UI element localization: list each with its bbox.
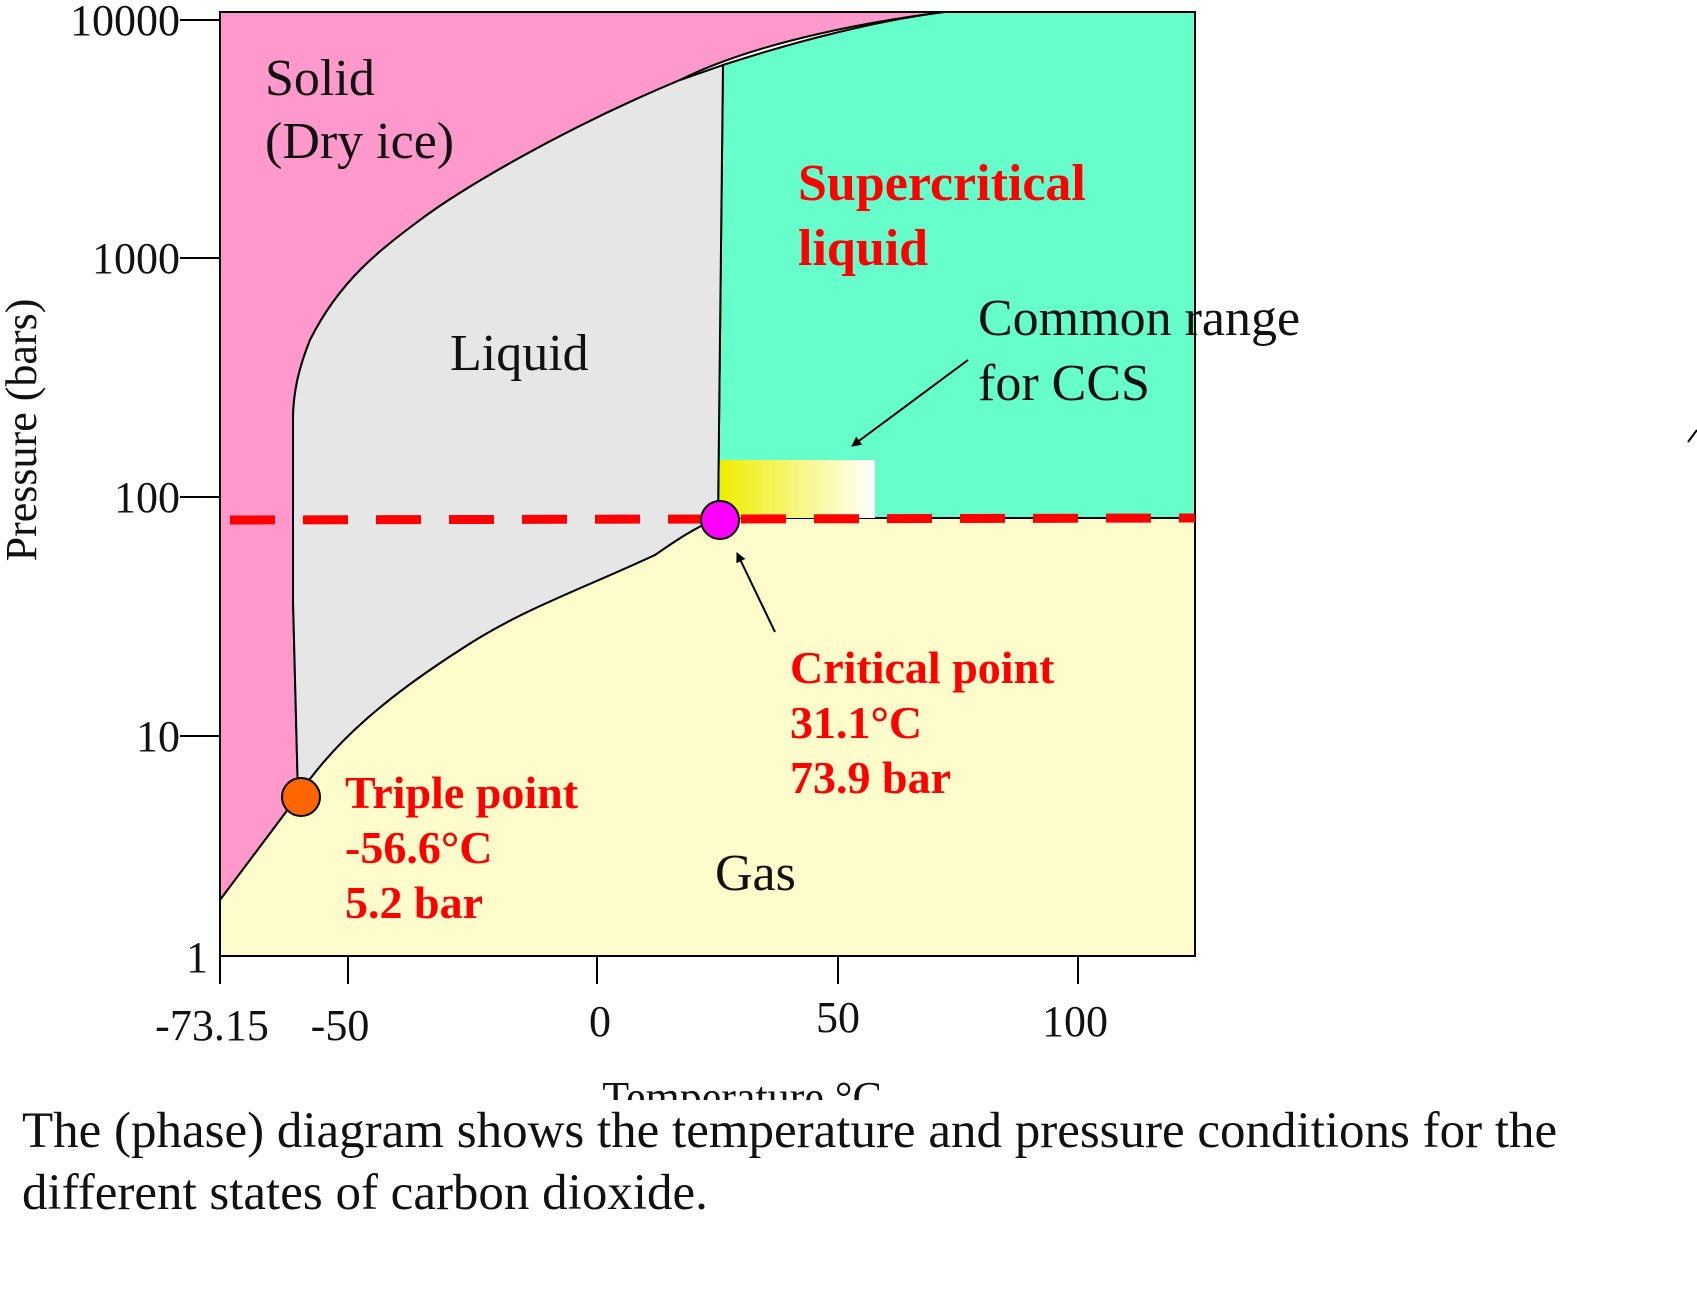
gas-label: Gas [715,845,796,902]
triple-point-pressure: 5.2 bar [345,877,483,928]
solid-label-sub: (Dry ice) [265,113,454,170]
y-tick-label: 1 [186,933,208,982]
liquid-label: Liquid [450,325,589,382]
supercritical-region [716,11,1196,519]
critical-point-temp: 31.1°C [790,697,922,748]
ccs-label-sub: for CCS [978,355,1150,412]
y-tick-label: 100 [114,473,180,522]
x-axis-title: Temperature °C [602,1073,882,1100]
critical-point-marker [700,500,740,540]
critical-point-pressure: 73.9 bar [790,752,951,803]
x-tick-label: 100 [1042,997,1108,1046]
x-tick-label: -73.15 [155,1001,269,1050]
ccs-label: Common range [978,290,1300,347]
solid-label: Solid [265,50,375,107]
gas-region [219,517,1196,957]
y-axis [180,19,220,737]
supercritical-label-sub: liquid [798,220,928,277]
ccs-arrow [851,359,969,447]
ccs-range-box [720,460,875,518]
critical-point-arrow [736,552,776,633]
x-axis [219,956,1079,984]
critical-point-title: Critical point [790,642,1055,693]
phase-diagram: 10000 1000 100 10 1 -73.15 -50 0 50 100 … [0,0,1697,1100]
x-tick-label: 0 [589,997,611,1046]
x-tick-label: 50 [816,993,860,1042]
y-axis-title: Pressure (bars) [0,299,46,562]
triple-point-title: Triple point [345,767,579,818]
y-tick-label: 1000 [92,234,180,283]
diagram-caption: The (phase) diagram shows the temperatur… [22,1103,1558,1221]
x-tick-label: -50 [311,1001,370,1050]
supercritical-label: Supercritical [798,155,1086,212]
y-tick-label: 10 [136,712,180,761]
plot-frame [219,11,1196,957]
triple-point-temp: -56.6°C [345,822,492,873]
edge-mark [1687,429,1697,443]
y-tick-label: 10000 [70,0,180,45]
triple-point-marker [281,777,321,817]
